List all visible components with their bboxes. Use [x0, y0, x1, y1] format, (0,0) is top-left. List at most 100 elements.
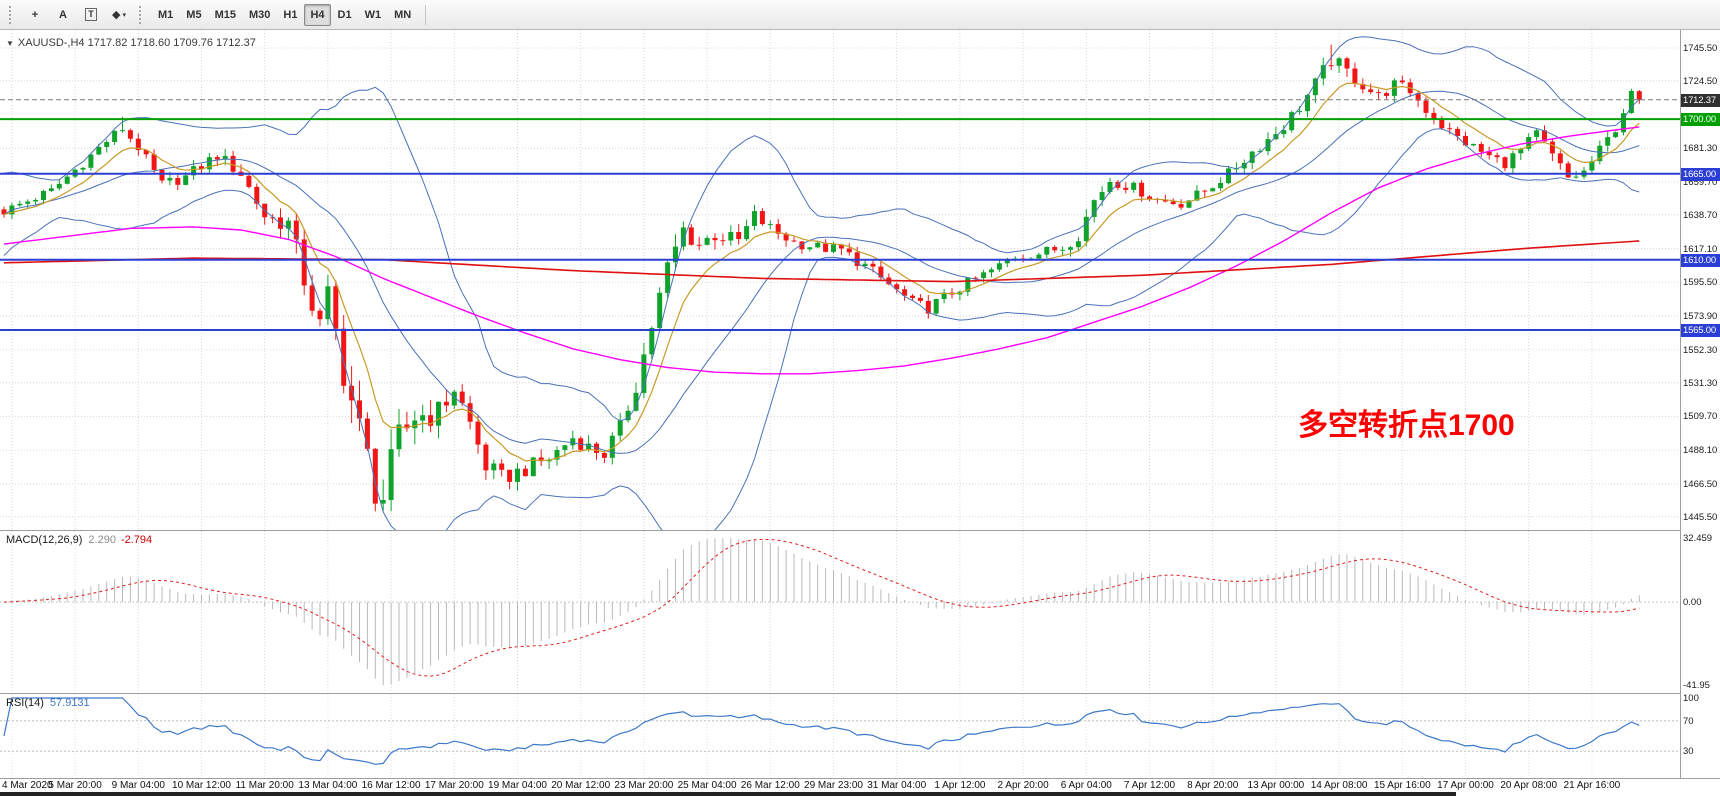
time-axis-label: 13 Mar 04:00 [298, 780, 358, 791]
panel-divider[interactable] [0, 693, 1720, 694]
time-axis-label: 20 Mar 12:00 [551, 780, 611, 791]
line-studies-toolbar: + A T ◆ ▾ [22, 4, 132, 26]
price-tag-1665.00: 1665.00 [1681, 167, 1720, 181]
macd-axis-label: -41.95 [1683, 679, 1710, 691]
timeframe-button-m15[interactable]: M15 [214, 8, 236, 21]
main-chart-canvas [0, 30, 1680, 530]
rsi-axis-label: 100 [1683, 693, 1699, 704]
time-axis-label: 29 Mar 23:00 [804, 780, 863, 791]
time-axis-label: 6 Apr 04:00 [1060, 780, 1112, 791]
time-axis[interactable]: 4 Mar 2020 5 Mar 20:00 9 Mar 04:00 10 Mar 1… [0, 778, 1720, 792]
timeframe-button-h1[interactable]: H1 [283, 8, 298, 21]
macd-name: MACD(12,26,9) [6, 534, 83, 546]
price-axis-label: 1617.10 [1683, 243, 1718, 255]
symbol-ohlc-text: XAUUSD-,H4 1717.82 1718.60 1709.76 1712.… [17, 37, 256, 49]
main-chart-panel[interactable]: ▼ XAUUSD-,H4 1717.82 1718.60 1709.76 1712… [0, 30, 1680, 530]
time-axis-label: 13 Apr 00:00 [1247, 780, 1305, 791]
macd-signal-value: -2.794 [120, 534, 153, 546]
price-tag-1565.00: 1565.00 [1681, 324, 1720, 337]
time-axis-label: 20 Apr 08:00 [1500, 780, 1558, 791]
time-axis-label: 9 Mar 04:00 [111, 780, 165, 791]
text-label-tool-button[interactable]: T [78, 4, 104, 26]
crosshair-icon: + [31, 8, 39, 21]
time-axis-label: 7 Apr 12:00 [1123, 780, 1176, 791]
macd-label: MACD(12,26,9) 2.290 -2.794 [6, 534, 152, 546]
chart-menu-arrow-icon: ▼ [6, 39, 14, 48]
price-axis-label: 1552.30 [1683, 344, 1718, 356]
time-axis-label: 10 Mar 12:00 [172, 780, 231, 791]
macd-main-value: 2.290 [88, 534, 116, 546]
rsi-indicator-panel[interactable]: RSI(14) 57.9131 [0, 694, 1680, 778]
rsi-chart[interactable] [0, 694, 1680, 778]
time-axis-label: 23 Mar 20:00 [614, 780, 674, 791]
price-axis-label: 1745.50 [1683, 42, 1718, 54]
macd-canvas [0, 531, 1680, 693]
text-tool-button[interactable]: A [50, 4, 76, 26]
price-axis-label: 1466.50 [1683, 478, 1718, 490]
price-axis-label: 1488.10 [1683, 445, 1718, 457]
time-axis-label: 1 Apr 12:00 [934, 780, 986, 791]
time-axis-label: 17 Apr 00:00 [1437, 780, 1494, 791]
time-axis-label: 17 Mar 20:00 [424, 780, 484, 791]
time-axis-label: 21 Apr 16:00 [1563, 780, 1621, 791]
timeframe-button-m30[interactable]: M30 [248, 8, 271, 21]
timeframe-button-m1[interactable]: M1 [158, 8, 174, 21]
time-axis-label: 26 Mar 12:00 [740, 780, 800, 791]
time-axis-label: 25 Mar 04:00 [677, 780, 737, 791]
timeframe-button-h4[interactable]: H4 [304, 3, 331, 26]
price-axis-label: 1531.30 [1683, 377, 1718, 389]
price-axis-label: 1638.70 [1683, 209, 1718, 221]
time-axis-label: 31 Mar 04:00 [867, 780, 927, 791]
price-tag-1712.37: 1712.37 [1681, 93, 1720, 107]
price-axis-label: 1724.50 [1683, 75, 1718, 87]
price-axis-label: 1445.50 [1683, 511, 1718, 523]
crosshair-tool-button[interactable]: + [22, 4, 48, 26]
time-axis-label: 15 Apr 16:00 [1373, 780, 1431, 791]
window-edge-strip [0, 792, 1456, 796]
price-axis-label: 1595.50 [1683, 277, 1718, 289]
timeframe-button-w1[interactable]: W1 [364, 8, 382, 21]
timeframe-button-mn[interactable]: MN [394, 8, 412, 21]
shapes-tool-button[interactable]: ◆ ▾ [106, 4, 132, 26]
rsi-axis-label: 70 [1683, 715, 1694, 727]
toolbar: + A T ◆ ▾ M1 M5 M15 M30 H1 H4 D1 W1 MN [0, 0, 1720, 30]
time-axis-label: 14 Apr 08:00 [1310, 780, 1368, 791]
macd-indicator-panel[interactable]: MACD(12,26,9) 2.290 -2.794 [0, 531, 1680, 693]
chart-annotation-text: 多空转折点1700 [1298, 409, 1515, 442]
time-axis-label: 5 Mar 20:00 [48, 780, 102, 791]
time-axis-label: 16 Mar 12:00 [361, 780, 421, 791]
time-axis-label: 4 Mar 2020 [2, 780, 53, 791]
time-axis-label: 8 Apr 20:00 [1187, 780, 1239, 791]
panel-divider[interactable] [0, 530, 1720, 531]
rsi-canvas [0, 694, 1680, 778]
toolbar-separator [425, 4, 427, 25]
toolbar-grip[interactable] [139, 5, 145, 24]
rsi-axis-label: 30 [1683, 746, 1694, 758]
macd-axis-label: 32.459 [1683, 532, 1713, 544]
time-axis-label: 2 Apr 20:00 [997, 780, 1049, 791]
timeframe-button-m5[interactable]: M5 [186, 8, 202, 21]
time-axis-label: 11 Mar 20:00 [235, 780, 294, 791]
text-label-icon: T [85, 8, 97, 21]
rsi-label: RSI(14) 57.9131 [6, 697, 90, 709]
rsi-name: RSI(14) [6, 697, 44, 709]
price-axis-label: 1509.70 [1683, 411, 1718, 423]
timeframes-toolbar: M1 M5 M15 M30 H1 H4 D1 W1 MN [152, 3, 417, 26]
macd-chart[interactable] [0, 531, 1680, 693]
toolbar-grip[interactable] [9, 5, 15, 24]
macd-axis-label: 0.00 [1683, 597, 1702, 609]
rsi-value: 57.9131 [49, 697, 90, 709]
text-icon: A [59, 8, 67, 21]
symbol-ohlc-readout: ▼ XAUUSD-,H4 1717.82 1718.60 1709.76 1712… [6, 37, 256, 49]
shapes-icon: ◆ [112, 9, 121, 21]
timeframe-button-d1[interactable]: D1 [337, 8, 352, 21]
price-tag-1700.00: 1700.00 [1681, 113, 1720, 127]
price-tag-1610.00: 1610.00 [1681, 253, 1720, 267]
time-axis-label: 19 Mar 04:00 [488, 780, 547, 791]
candlestick-chart[interactable] [0, 30, 1680, 530]
price-axis-label: 1573.90 [1683, 311, 1718, 323]
price-axis[interactable]: 1745.50 1724.50 1681.30 1659.70 1638.70 1617.… [1680, 30, 1720, 778]
price-axis-label: 1659.70 [1683, 177, 1718, 189]
dropdown-caret-icon: ▾ [122, 11, 126, 19]
